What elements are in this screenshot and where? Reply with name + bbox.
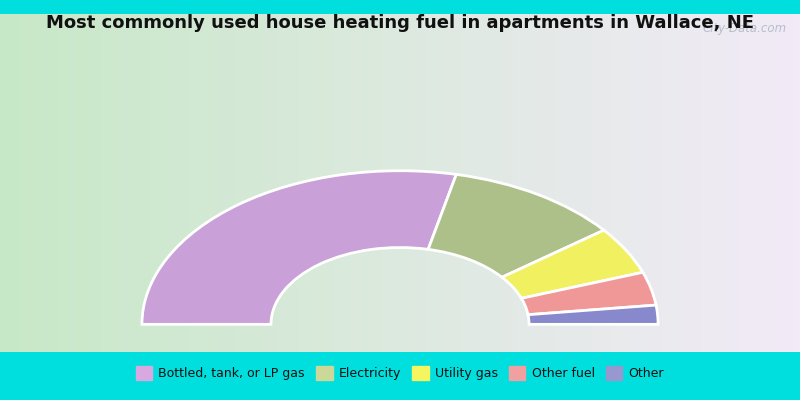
Text: City-Data.com: City-Data.com [703,22,787,35]
Wedge shape [142,171,456,324]
Wedge shape [528,305,658,324]
Wedge shape [522,272,656,315]
Wedge shape [428,174,604,277]
Legend: Bottled, tank, or LP gas, Electricity, Utility gas, Other fuel, Other: Bottled, tank, or LP gas, Electricity, U… [136,366,664,380]
Text: Most commonly used house heating fuel in apartments in Wallace, NE: Most commonly used house heating fuel in… [46,14,754,32]
Wedge shape [502,230,643,298]
